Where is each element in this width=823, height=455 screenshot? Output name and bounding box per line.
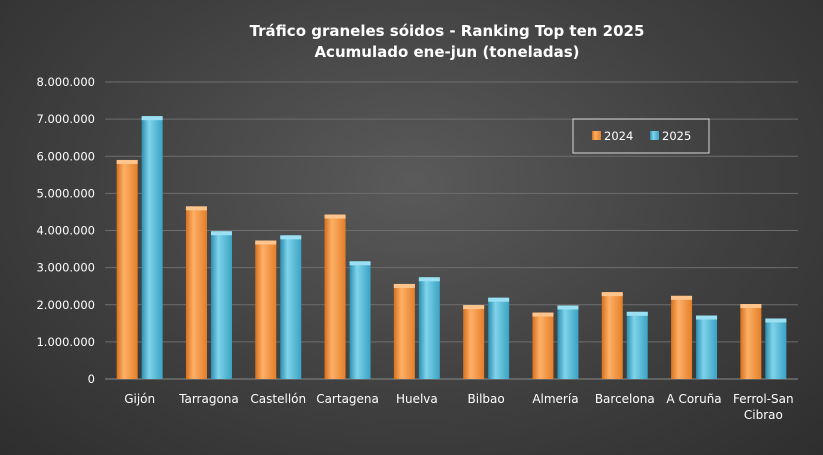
chart-title: Tráfico graneles sóidos - Ranking Top te…: [250, 22, 645, 61]
x-tick-label: Cartagena: [316, 392, 379, 406]
bar-top-highlight: [740, 304, 762, 309]
x-tick-label: Bilbao: [468, 392, 505, 406]
bar-2024: [601, 292, 623, 379]
legend-swatch-2024: [592, 131, 601, 140]
y-tick-label: 7.000.000: [36, 112, 95, 126]
x-tick-label: Ferrol-San Cibrao: [733, 392, 794, 422]
bar-top-highlight: [210, 231, 232, 236]
bar-top-highlight: [626, 311, 648, 316]
bar-2025: [765, 318, 787, 379]
bar-top-highlight: [255, 240, 277, 245]
bar-2024: [324, 214, 346, 379]
bar-top-highlight: [418, 277, 440, 282]
bar-top-highlight: [141, 116, 163, 121]
bar-top-highlight: [696, 315, 718, 320]
bar-2025: [280, 235, 302, 379]
bar-top-highlight: [488, 297, 510, 302]
bar-top-highlight: [185, 206, 207, 211]
chart-title-line2: Acumulado ene-jun (toneladas): [314, 43, 579, 61]
x-tick-label: Gijón: [124, 392, 155, 406]
bars: [116, 116, 787, 379]
x-tick-label: Tarragona: [178, 392, 239, 406]
bar-top-highlight: [532, 312, 554, 317]
x-tick-label: Almería: [532, 392, 578, 406]
bar-2024: [185, 206, 207, 379]
bar-top-highlight: [765, 318, 787, 323]
y-tick-label: 0: [88, 372, 95, 386]
bar-top-highlight: [463, 305, 485, 310]
bar-2025: [141, 116, 163, 379]
bar-2025: [696, 315, 718, 379]
bar-top-highlight: [280, 235, 302, 240]
bar-2024: [532, 312, 554, 379]
bar-top-highlight: [349, 261, 371, 266]
bar-top-highlight: [671, 295, 693, 300]
bar-top-highlight: [393, 283, 415, 288]
bar-2024: [255, 240, 277, 379]
bar-2025: [418, 277, 440, 379]
x-tick-label: Castellón: [250, 392, 306, 406]
legend-label-2024: 2024: [604, 129, 633, 143]
x-tick-label: A Coruña: [666, 392, 721, 406]
gridlines: [105, 81, 798, 343]
y-tick-label: 6.000.000: [36, 149, 95, 163]
y-tick-label: 4.000.000: [36, 224, 95, 238]
y-tick-label: 8.000.000: [36, 75, 95, 89]
legend-swatch-2025: [650, 131, 659, 140]
bar-2025: [626, 311, 648, 379]
y-tick-label: 5.000.000: [36, 186, 95, 200]
bar-top-highlight: [324, 214, 346, 219]
y-tick-label: 2.000.000: [36, 298, 95, 312]
bar-top-highlight: [116, 159, 138, 164]
x-tick-label: Barcelona: [595, 392, 655, 406]
y-tick-label: 1.000.000: [36, 335, 95, 349]
bar-2024: [116, 159, 138, 379]
bar-2024: [671, 295, 693, 379]
legend: 2024 2025: [572, 118, 710, 154]
x-tick-label: Huelva: [396, 392, 438, 406]
y-tick-label: 3.000.000: [36, 261, 95, 275]
bar-2025: [488, 297, 510, 379]
bar-2025: [210, 231, 232, 379]
bar-top-highlight: [601, 292, 623, 297]
bar-2025: [557, 305, 579, 379]
bar-2024: [463, 305, 485, 379]
bar-2025: [349, 261, 371, 379]
bar-2024: [740, 304, 762, 379]
bar-top-highlight: [557, 305, 579, 310]
legend-box: [572, 118, 710, 154]
bar-2024: [393, 283, 415, 379]
chart-title-line1: Tráfico graneles sóidos - Ranking Top te…: [250, 22, 645, 40]
legend-label-2025: 2025: [662, 129, 691, 143]
